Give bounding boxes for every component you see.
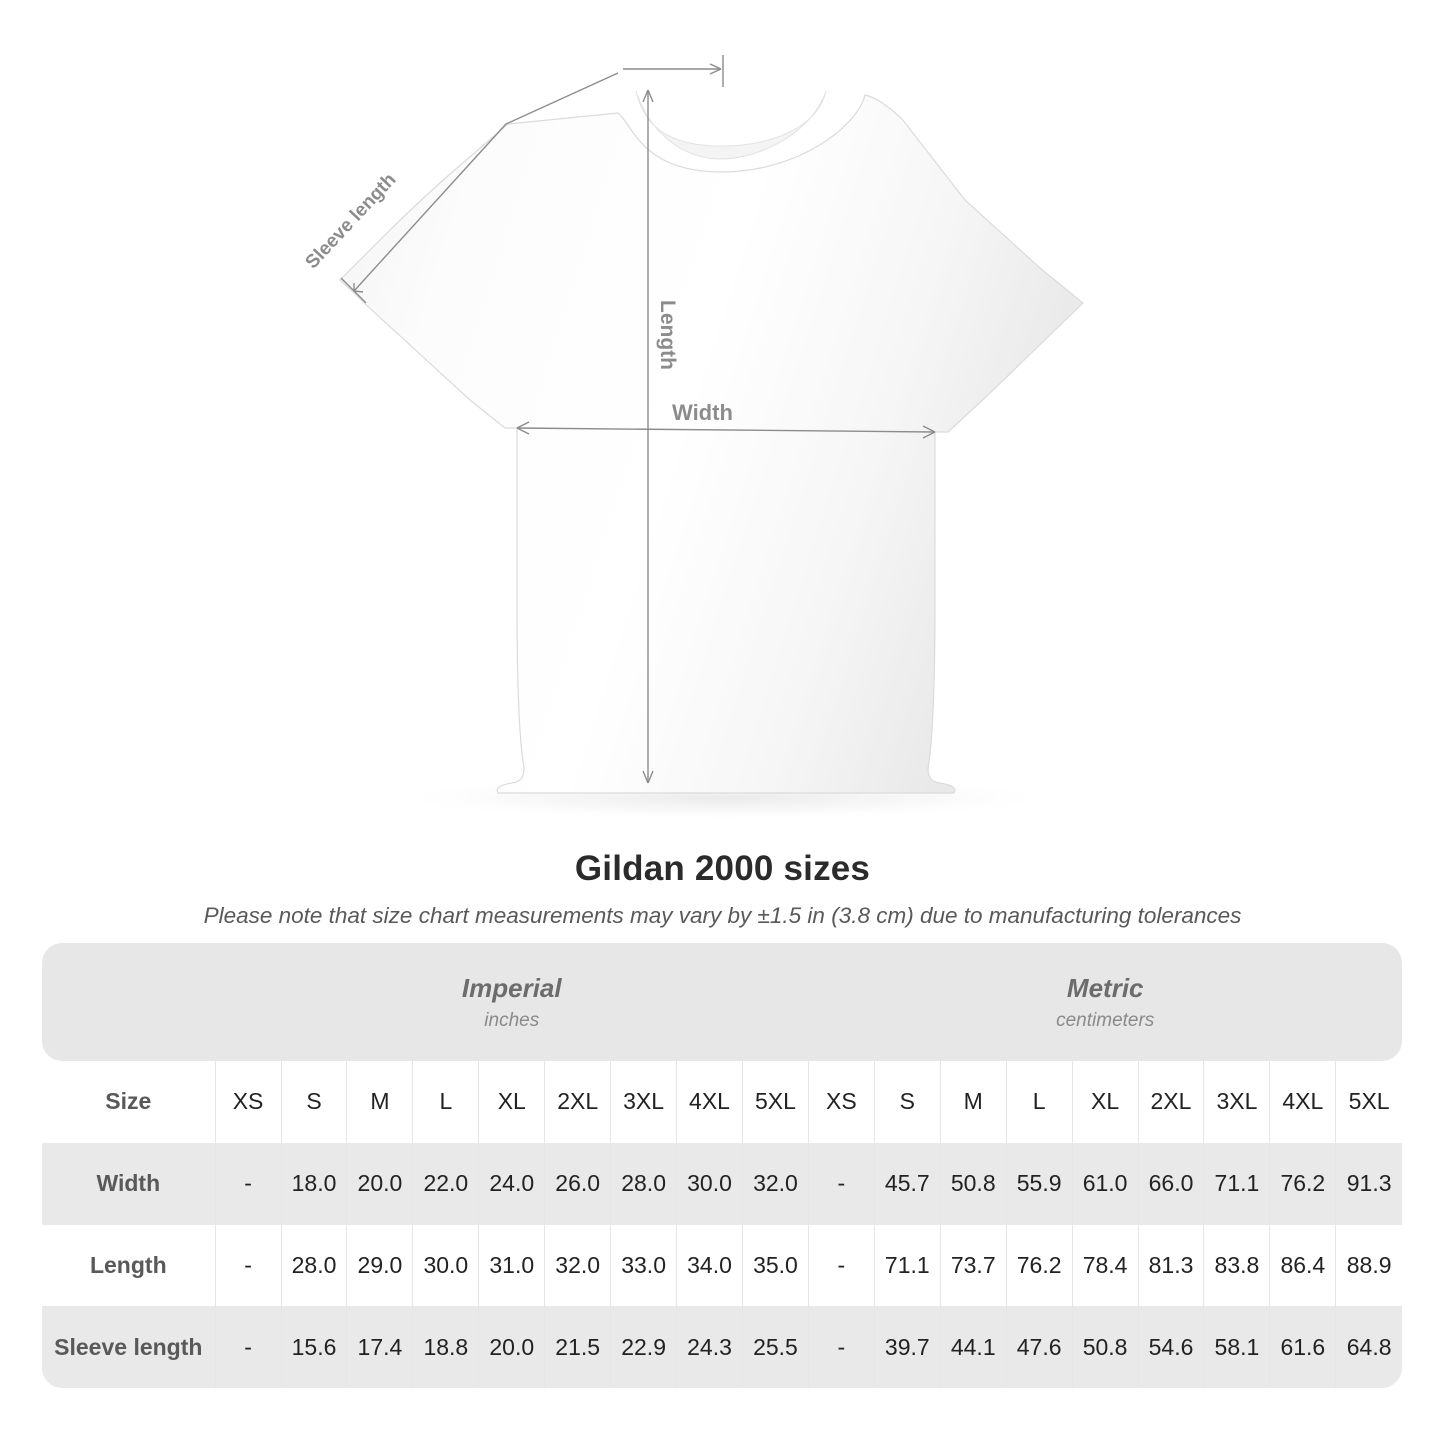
svg-text:Width: Width — [672, 400, 733, 425]
svg-text:Length: Length — [656, 300, 679, 370]
